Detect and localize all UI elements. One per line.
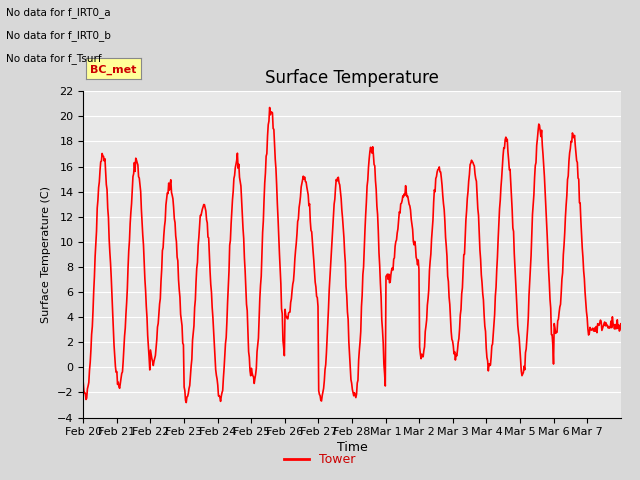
- Y-axis label: Surface Temperature (C): Surface Temperature (C): [42, 186, 51, 323]
- Text: No data for f_Tsurf: No data for f_Tsurf: [6, 53, 102, 64]
- X-axis label: Time: Time: [337, 442, 367, 455]
- Text: No data for f_IRT0_a: No data for f_IRT0_a: [6, 7, 111, 18]
- Text: BC_met: BC_met: [90, 64, 137, 74]
- Legend: Tower: Tower: [279, 448, 361, 471]
- Text: No data for f_IRT0_b: No data for f_IRT0_b: [6, 30, 111, 41]
- Title: Surface Temperature: Surface Temperature: [265, 69, 439, 87]
